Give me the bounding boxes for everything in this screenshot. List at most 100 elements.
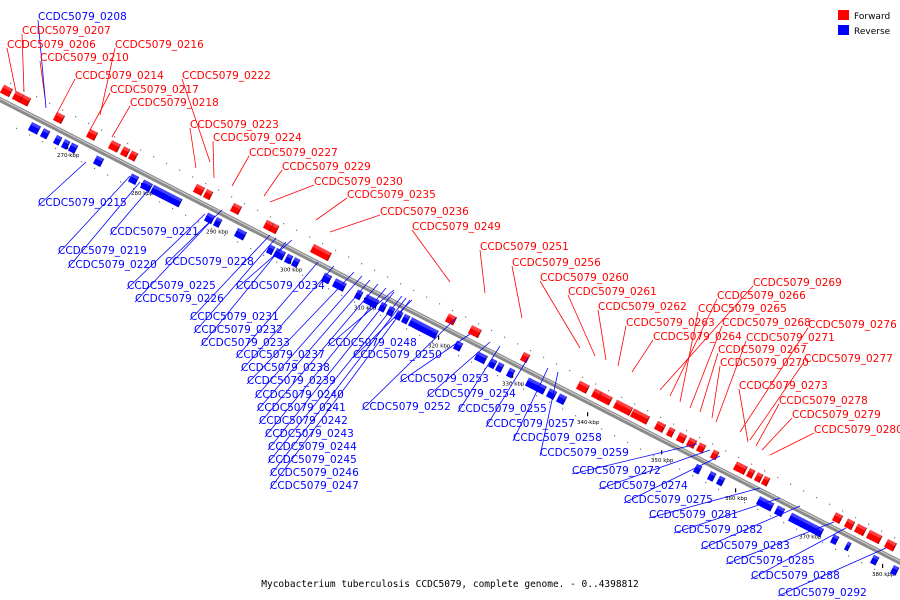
gene-label: CCDC5079_0269 bbox=[753, 277, 842, 289]
ruler-dot bbox=[185, 214, 187, 216]
reverse-gene-feature bbox=[127, 173, 140, 186]
label-leader-line bbox=[715, 340, 747, 423]
ruler-dot bbox=[471, 361, 473, 363]
ruler-dot bbox=[770, 515, 772, 517]
label-leader-line bbox=[6, 47, 17, 93]
ruler-dot bbox=[283, 223, 285, 225]
label-leader-line bbox=[134, 219, 213, 303]
gene-label: CCDC5079_0232 bbox=[194, 324, 283, 336]
gene-label: CCDC5079_0214 bbox=[75, 70, 164, 82]
ruler-dot bbox=[192, 176, 194, 178]
label-leader-line bbox=[256, 279, 371, 412]
ruler-dot bbox=[647, 410, 649, 412]
label-leader-line bbox=[99, 47, 116, 116]
gene-labels: CCDC5079_0207CCDC5079_0206CCDC5079_0210C… bbox=[7, 11, 900, 599]
legend-forward-swatch bbox=[838, 10, 849, 20]
forward-gene-feature bbox=[590, 388, 603, 401]
ruler-dot bbox=[133, 187, 135, 190]
forward-gene-feature bbox=[19, 94, 32, 107]
label-leader-line bbox=[111, 105, 131, 138]
label-leader-line bbox=[327, 289, 395, 347]
label-leader-line bbox=[200, 241, 287, 347]
ruler-dot bbox=[322, 243, 324, 245]
forward-gene-feature bbox=[685, 437, 698, 449]
label-leader-line bbox=[193, 237, 277, 334]
reverse-gene-feature bbox=[233, 227, 248, 241]
ruler-dot bbox=[894, 537, 896, 539]
label-leader-line bbox=[164, 209, 223, 266]
reverse-gene-feature bbox=[283, 253, 294, 265]
gene-label: CCDC5079_0216 bbox=[115, 39, 204, 51]
ruler-dot bbox=[296, 229, 298, 231]
tick-dots bbox=[10, 82, 896, 577]
gene-label: CCDC5079_0208 bbox=[38, 11, 127, 23]
ruler-dot bbox=[569, 370, 571, 372]
tick-label: 330 kbp bbox=[502, 382, 525, 388]
reverse-gene-feature bbox=[212, 217, 223, 228]
reverse-gene-feature bbox=[524, 377, 548, 395]
reverse-gene-feature bbox=[272, 247, 287, 261]
tick-label: 360 kbp bbox=[725, 496, 748, 502]
gene-label: CCDC5079_0268 bbox=[722, 317, 811, 329]
label-leader-line bbox=[254, 275, 363, 399]
gene-label: CCDC5079_0282 bbox=[674, 524, 763, 536]
gene-label: CCDC5079_0264 bbox=[653, 331, 742, 343]
reverse-gene-feature bbox=[290, 257, 301, 269]
forward-gene-feature bbox=[467, 325, 483, 339]
gene-label: CCDC5079_0279 bbox=[792, 409, 881, 421]
gene-label: CCDC5079_0260 bbox=[540, 272, 629, 284]
ruler-dot bbox=[627, 441, 629, 444]
ruler-dot bbox=[419, 334, 421, 337]
reverse-gene-feature bbox=[473, 351, 489, 365]
forward-gene-feature bbox=[202, 188, 214, 201]
forward-gene-feature bbox=[831, 512, 844, 524]
label-leader-line bbox=[598, 449, 711, 490]
ruler-dot bbox=[315, 281, 317, 283]
ruler-dot bbox=[491, 329, 493, 332]
reverse-gene-feature bbox=[773, 505, 786, 518]
ruler-dot bbox=[270, 216, 272, 218]
ruler-dot bbox=[257, 209, 259, 211]
ruler-dot bbox=[205, 182, 207, 185]
tick-label: 370 kbp bbox=[799, 534, 822, 540]
gene-label: CCDC5079_0206 bbox=[7, 39, 96, 51]
reverse-gene-feature bbox=[353, 289, 364, 301]
gene-label: CCDC5079_0274 bbox=[599, 480, 688, 492]
gene-label: CCDC5079_0236 bbox=[380, 206, 469, 218]
label-leader-line bbox=[181, 78, 211, 163]
gene-label: CCDC5079_0217 bbox=[110, 84, 199, 96]
ruler-dot bbox=[198, 221, 200, 223]
ruler-dot bbox=[699, 436, 701, 439]
ruler-dot bbox=[400, 283, 402, 285]
gene-label: CCDC5079_0224 bbox=[213, 132, 302, 144]
forward-gene-feature bbox=[675, 432, 688, 444]
ruler-dot bbox=[75, 116, 77, 118]
ruler-dot bbox=[634, 403, 636, 405]
gene-label: CCDC5079_0243 bbox=[265, 428, 354, 440]
tick-label: 380 kbp bbox=[872, 572, 895, 578]
forward-gene-feature bbox=[843, 518, 856, 531]
ruler-dot bbox=[796, 528, 798, 530]
ruler-dot bbox=[244, 202, 246, 205]
forward-gene-feature bbox=[853, 523, 868, 537]
ruler-dot bbox=[582, 376, 584, 378]
legend-forward-label: Forward bbox=[854, 12, 890, 22]
ruler-dot bbox=[640, 448, 642, 450]
ruler-dot bbox=[432, 341, 434, 343]
legend-reverse-label: Reverse bbox=[854, 27, 891, 37]
ruler-dot bbox=[465, 316, 467, 318]
ruler-dot bbox=[276, 261, 278, 263]
tick-label: 350 kbp bbox=[651, 458, 674, 464]
label-leader-line bbox=[749, 361, 805, 441]
ruler-dot bbox=[140, 149, 142, 151]
ruler-dot bbox=[588, 421, 590, 424]
gene-label: CCDC5079_0253 bbox=[400, 373, 489, 385]
ruler-dot bbox=[744, 501, 746, 504]
label-leader-line bbox=[750, 527, 847, 580]
label-leader-line bbox=[246, 271, 355, 385]
gene-label: CCDC5079_0263 bbox=[626, 317, 715, 329]
ruler-dot bbox=[159, 201, 161, 203]
ruler-dot bbox=[738, 456, 740, 459]
gene-label: CCDC5079_0225 bbox=[127, 280, 216, 292]
gene-label: CCDC5079_0228 bbox=[165, 256, 254, 268]
